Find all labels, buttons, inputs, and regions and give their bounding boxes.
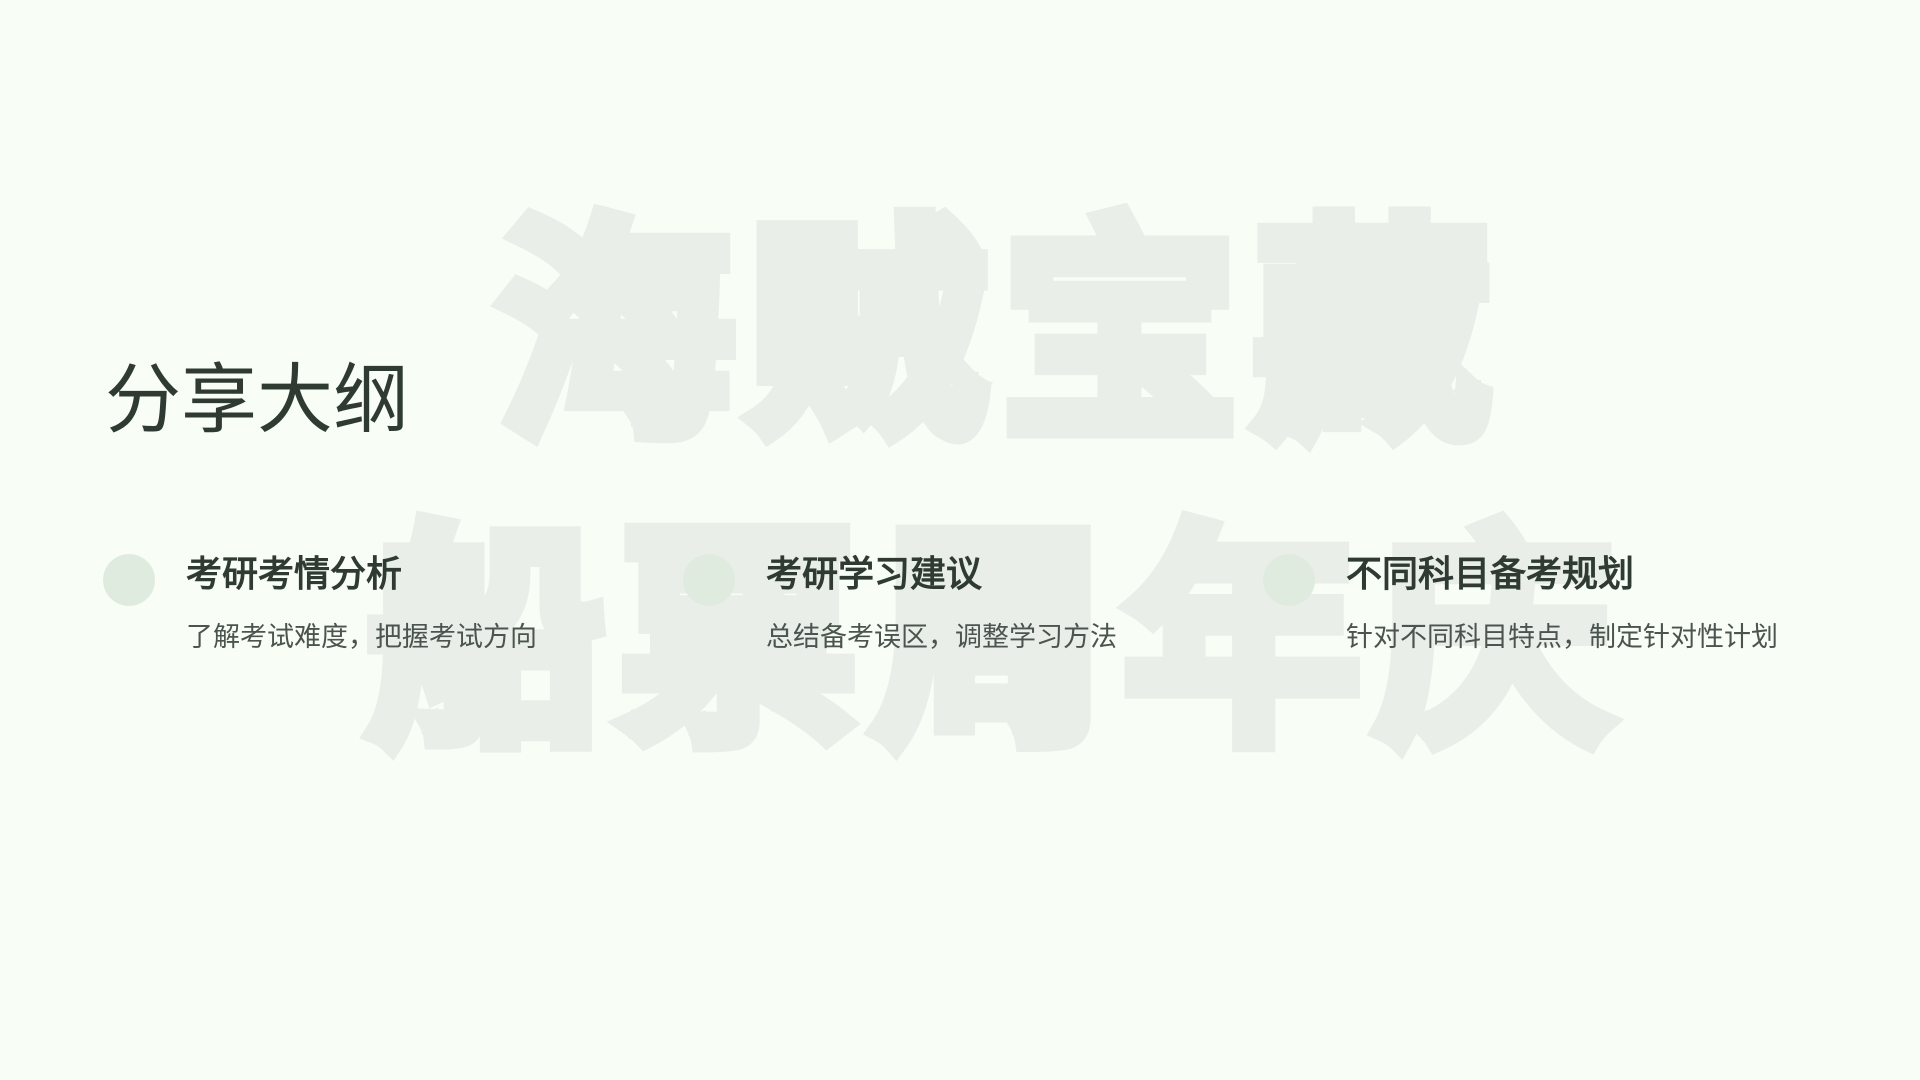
bullet-dot-icon xyxy=(103,554,155,606)
page-title: 分享大纲 xyxy=(105,355,409,444)
outline-item: 考研考情分析 了解考试难度，把握考试方向 xyxy=(103,548,603,668)
bullet-dot-icon xyxy=(1263,554,1315,606)
outline-item: 考研学习建议 总结备考误区，调整学习方法 xyxy=(683,548,1183,668)
outline-item-description: 总结备考误区，调整学习方法 xyxy=(766,622,1117,653)
bullet-dot-icon xyxy=(683,554,735,606)
outline-item-title: 考研学习建议 xyxy=(766,553,983,595)
outline-item-description: 了解考试难度，把握考试方向 xyxy=(186,622,537,653)
outline-item-title: 不同科目备考规划 xyxy=(1346,553,1635,595)
outline-item-description: 针对不同科目特点，制定针对性计划 xyxy=(1346,622,1778,653)
outline-item: 不同科目备考规划 针对不同科目特点，制定针对性计划 xyxy=(1263,548,1778,668)
outline-item-title: 考研考情分析 xyxy=(186,553,403,595)
